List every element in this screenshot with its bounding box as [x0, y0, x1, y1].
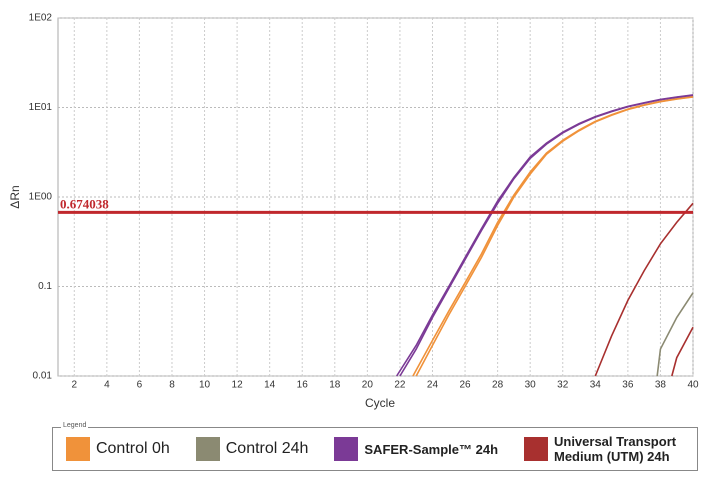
y-axis-label: ΔRn [8, 185, 22, 208]
x-tick-label: 14 [264, 380, 276, 391]
x-tick-label: 2 [72, 380, 78, 391]
legend-label: Control 0h [95, 440, 170, 457]
legend-label: Control 24h [225, 440, 309, 457]
y-tick-label: 1E02 [29, 13, 53, 24]
x-tick-label: 16 [297, 380, 309, 391]
legend-swatch [65, 437, 90, 461]
x-tick-label: 32 [557, 380, 569, 391]
x-tick-label: 22 [394, 380, 406, 391]
x-tick-label: 40 [687, 380, 699, 391]
threshold-label: 0.674038 [60, 196, 109, 211]
amplification-curve [594, 202, 694, 377]
x-tick-label: 4 [104, 380, 110, 391]
x-tick-label: 10 [199, 380, 211, 391]
x-tick-label: 18 [329, 380, 341, 391]
legend-item: Control 24h [195, 437, 309, 461]
y-tick-label: 1E00 [29, 192, 53, 203]
legend-item: SAFER-Sample™ 24h [334, 437, 498, 461]
y-tick-label: 0.1 [38, 281, 52, 292]
x-tick-label: 20 [362, 380, 374, 391]
x-tick-label: 24 [427, 380, 439, 391]
x-tick-label: 30 [525, 380, 537, 391]
x-tick-label: 34 [590, 380, 602, 391]
amplification-curve [412, 95, 694, 377]
amplification-curve [395, 94, 694, 377]
x-tick-label: 36 [622, 380, 634, 391]
legend-swatch [195, 437, 220, 461]
legend-label: SAFER-Sample™ 24h [364, 441, 499, 457]
x-tick-label: 12 [232, 380, 244, 391]
x-axis-label: Cycle [365, 396, 395, 410]
y-tick-label: 0.01 [33, 371, 53, 382]
y-tick-label: 1E01 [29, 102, 53, 113]
x-tick-label: 38 [655, 380, 667, 391]
x-tick-label: 28 [492, 380, 504, 391]
x-tick-label: 8 [169, 380, 175, 391]
legend-swatch [334, 437, 359, 461]
amplification-curve [671, 326, 694, 377]
amplification-curve [656, 292, 694, 377]
legend: Legend Control 0h Control 24h SAFER-Sample… [52, 422, 698, 471]
x-tick-label: 26 [459, 380, 471, 391]
legend-item: Control 0h [65, 437, 170, 461]
legend-title: Legend [61, 422, 89, 429]
x-tick-label: 6 [137, 380, 143, 391]
legend-item: Universal Transport Medium (UTM) 24h [523, 434, 684, 464]
legend-swatch [523, 437, 548, 461]
legend-label: Universal Transport Medium (UTM) 24h [553, 434, 677, 464]
